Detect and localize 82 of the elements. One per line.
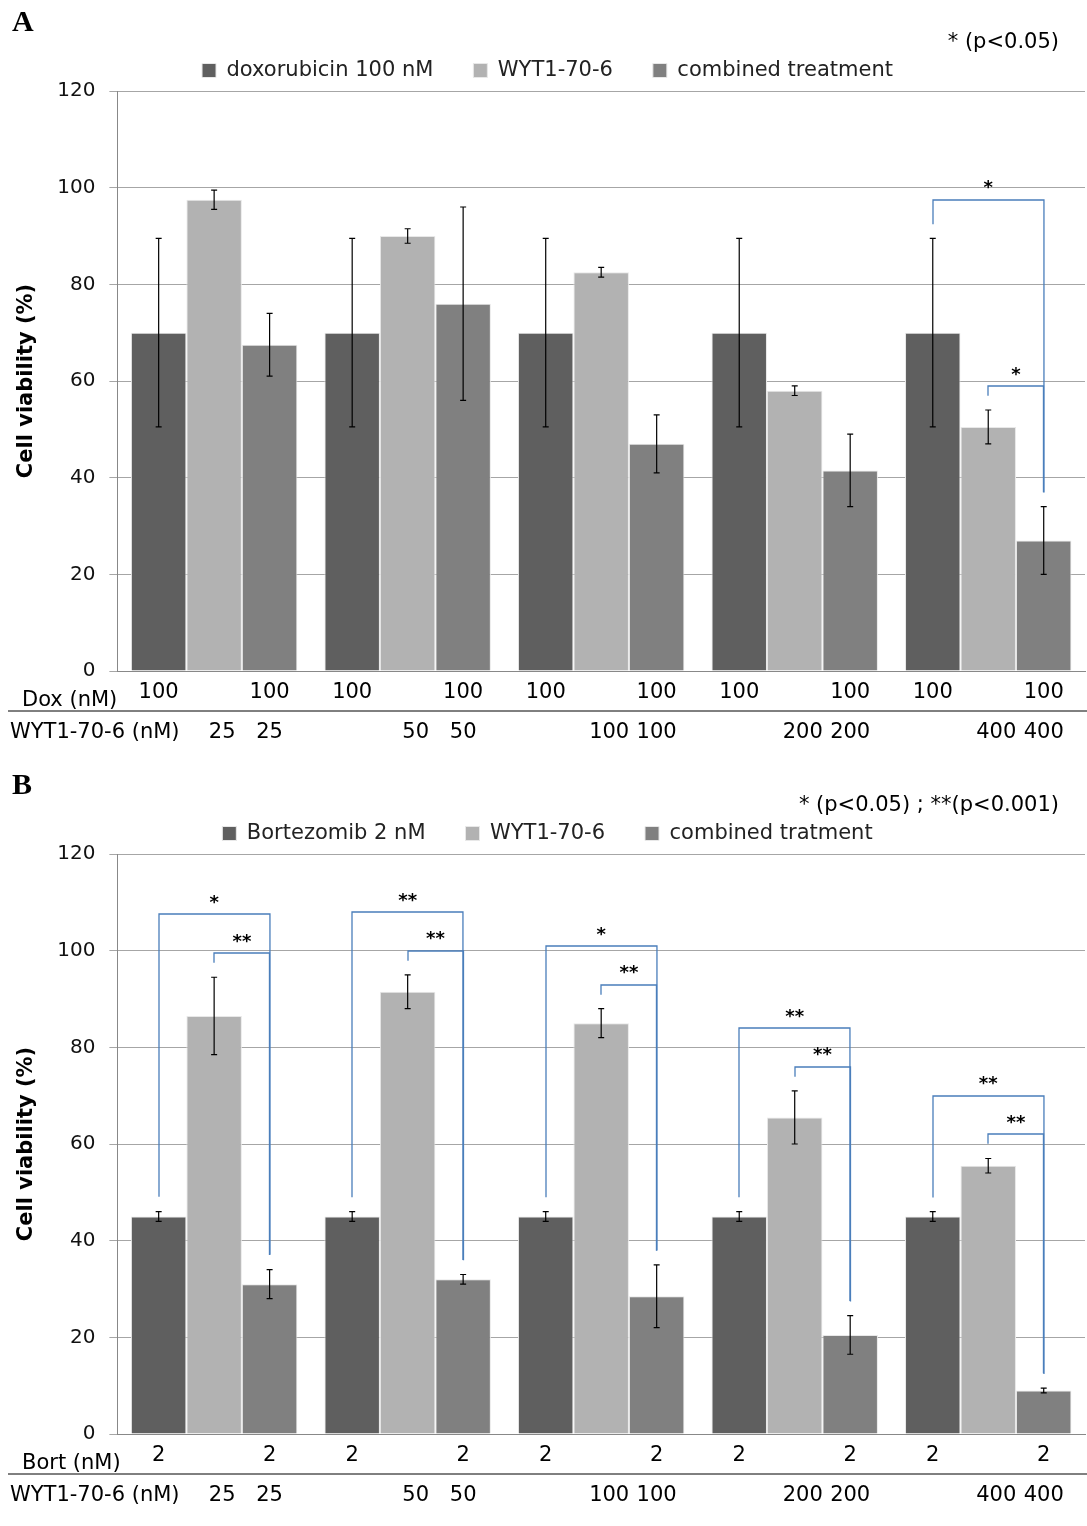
chart-title: B [12,766,33,800]
annotation: * [596,922,607,944]
annotation: * [1011,362,1022,384]
text: WYT1-70-6 (nM) [10,719,180,744]
text: 2 [345,1442,359,1467]
legend-label: doxorubicin 100 nM [226,56,434,81]
text: 400 [976,1482,1017,1507]
chart-title: A [12,3,34,37]
text: 2 [262,1442,277,1467]
y-tick-label: 100 [57,936,96,961]
text: 100 [636,719,677,744]
legend-label: WYT1-70-6 [490,819,606,844]
text: 50 [402,719,430,744]
text: 2 [151,1442,166,1467]
annotation: * [209,891,220,913]
text: 2 [539,1442,553,1467]
text: 2 [843,1442,857,1467]
text: * (p<0.05) [947,28,1059,53]
text: 2 [649,1442,664,1467]
text: 2 [1037,1442,1051,1467]
text: 2 [926,1442,940,1467]
annotation: ** [785,1004,805,1026]
y-axis-title: Cell viability (%) [13,283,38,479]
legend-label: Bortezomib 2 nM [246,819,426,844]
annotation: ** [398,888,418,910]
text: 50 [402,1482,430,1507]
y-tick-label: 0 [82,657,96,682]
y-tick-label: 100 [57,173,96,198]
text: 2 [456,1442,470,1467]
y-tick-label: 80 [69,270,96,295]
text: 100 [138,679,179,704]
text: * (p<0.05) ; **(p<0.001) [798,791,1059,816]
y-tick-label: 60 [69,367,96,392]
text: 100 [443,679,484,704]
legend-label: combined treatment [677,56,893,81]
annotation: ** [813,1043,833,1065]
text: 50 [449,1482,477,1507]
text: 100 [636,679,677,704]
text: 25 [208,719,236,744]
text: 200 [830,719,871,744]
annotation: * [983,176,994,198]
text: 200 [830,1482,871,1507]
text: 100 [830,679,871,704]
annotation: ** [232,929,252,951]
text: 2 [732,1442,746,1467]
legend-label: WYT1-70-6 [497,56,613,81]
text: 200 [782,1482,823,1507]
text: 100 [525,679,566,704]
text: 100 [332,679,373,704]
y-tick-label: 40 [69,463,96,488]
y-tick-label: 120 [57,77,96,102]
y-tick-label: 20 [69,1323,96,1348]
text: Bort (nM) [22,1450,121,1475]
text: 100 [589,1482,630,1507]
y-tick-label: 0 [82,1420,96,1445]
text: 400 [1023,719,1064,744]
legend-label: combined tratment [669,819,873,844]
y-tick-label: 120 [57,840,96,865]
y-tick-label: 20 [69,560,96,585]
annotation: ** [978,1072,999,1094]
text: 50 [449,719,477,744]
y-tick-label: 40 [69,1226,96,1251]
y-tick-label: 60 [69,1130,96,1155]
text: 100 [719,679,760,704]
annotation: ** [425,927,446,949]
text: 25 [256,1482,283,1507]
text: 200 [782,719,823,744]
text: 100 [912,679,953,704]
y-tick-label: 80 [69,1033,96,1058]
text: 100 [636,1482,677,1507]
text: 100 [589,719,630,744]
annotation: ** [1006,1111,1026,1133]
annotation: ** [619,961,639,983]
text: 400 [976,719,1017,744]
text: 25 [208,1482,236,1507]
text: WYT1-70-6 (nM) [10,1482,180,1507]
text: 100 [1023,679,1064,704]
text: Dox (nM) [22,687,118,712]
text: 400 [1023,1482,1064,1507]
text: 25 [256,719,283,744]
text: 100 [249,679,290,704]
y-axis-title: Cell viability (%) [13,1046,38,1242]
